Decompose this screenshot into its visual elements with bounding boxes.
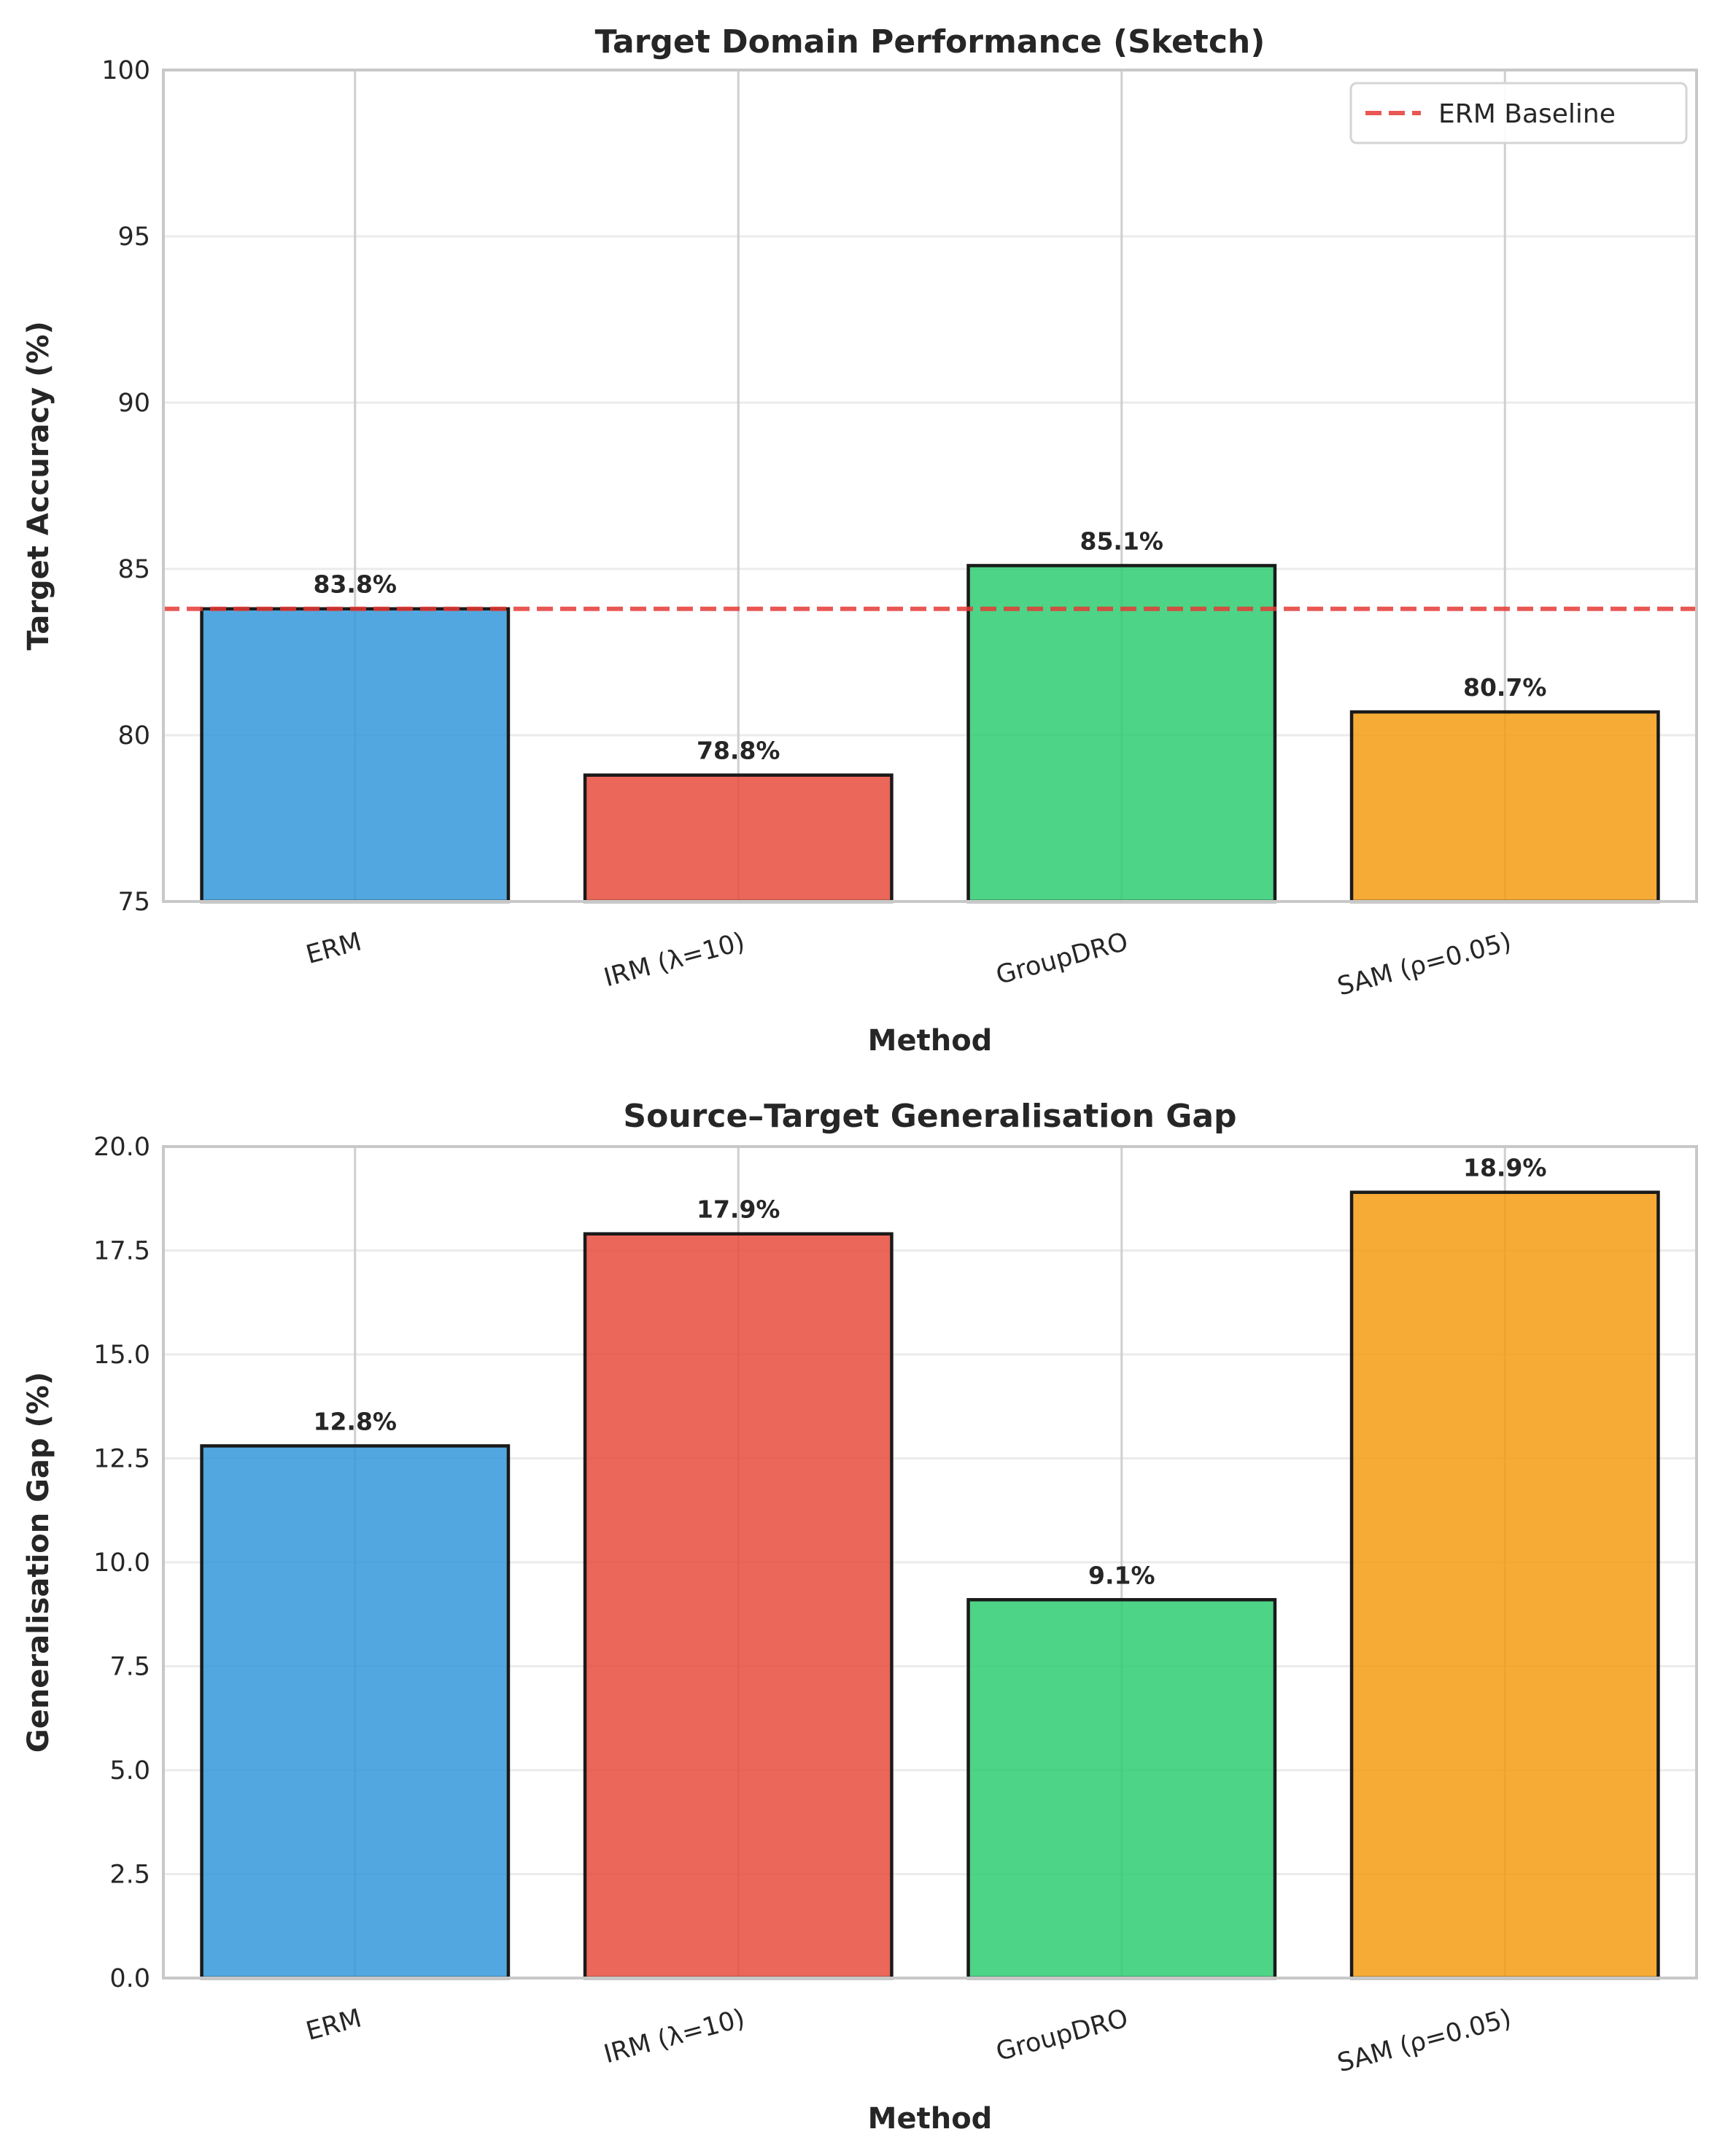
bar-irm-10 (583, 773, 894, 904)
y-tick-label: 17.5 (93, 1237, 150, 1266)
x-axis-label: Method (868, 1024, 993, 1058)
bar-sam-0-05 (1349, 710, 1660, 904)
x-tick-label: GroupDRO (993, 927, 1131, 990)
x-tick-label: SAM (ρ=0.05) (1334, 2004, 1514, 2078)
x-tick-label: ERM (303, 2004, 364, 2046)
bar-value-label: 80.7% (1463, 673, 1547, 702)
chart-title: Target Domain Performance (Sketch) (595, 23, 1266, 61)
bar-sam-0-05 (1349, 1190, 1660, 1980)
chart-1: 83.8% 78.8% 85.1% 80.7% 75 80 85 90 95 100 ERM IRM … (22, 23, 1698, 1058)
plot-frame (162, 69, 1698, 903)
bar-erm (200, 1444, 511, 1980)
bar-groupdro (966, 1598, 1277, 1980)
y-tick-label: 100 (101, 56, 150, 85)
bar-groupdro (966, 564, 1277, 904)
bar-erm (200, 607, 511, 904)
bar-value-label: 18.9% (1463, 1154, 1547, 1182)
y-tick-label: 95 (117, 222, 150, 252)
y-tick-label: 7.5 (109, 1653, 150, 1682)
y-tick-label: 2.5 (109, 1861, 150, 1890)
bar-irm-10 (583, 1232, 894, 1980)
y-tick-label: 15.0 (93, 1341, 150, 1370)
bar-value-label: 17.9% (697, 1195, 780, 1224)
bar-value-label: 9.1% (1088, 1561, 1155, 1589)
chart-title: Source–Target Generalisation Gap (623, 1098, 1236, 1135)
x-tick-label: IRM (λ=10) (601, 2004, 748, 2069)
y-axis-label: Generalisation Gap (%) (22, 1372, 55, 1753)
bar-value-label: 85.1% (1080, 527, 1164, 555)
y-tick-label: 20.0 (93, 1133, 150, 1162)
y-tick-label: 80 (117, 721, 150, 751)
y-axis-label: Target Accuracy (%) (22, 321, 55, 651)
plot-frame (162, 1145, 1698, 1979)
y-tick-label: 5.0 (109, 1756, 150, 1785)
y-tick-label: 0.0 (109, 1964, 150, 1993)
x-tick-label: ERM (303, 927, 364, 969)
legend-box (1349, 82, 1688, 144)
y-tick-label: 90 (117, 389, 150, 418)
bar-value-label: 12.8% (314, 1407, 398, 1435)
y-tick-label: 75 (117, 888, 150, 917)
x-tick-label: IRM (λ=10) (601, 927, 748, 993)
x-axis-label: Method (868, 2102, 993, 2136)
y-tick-label: 85 (117, 555, 150, 584)
bar-value-label: 78.8% (697, 737, 780, 765)
chart-2: 12.8% 17.9% 9.1% 18.9% 0.0 2.5 5.0 7.5 10.0 12.5 1… (22, 1098, 1698, 2136)
bar-value-label: 83.8% (314, 570, 398, 599)
x-tick-label: GroupDRO (993, 2004, 1131, 2067)
y-tick-label: 10.0 (93, 1548, 150, 1578)
y-tick-label: 12.5 (93, 1445, 150, 1474)
legend-label: ERM Baseline (1438, 99, 1616, 129)
x-tick-label: SAM (ρ=0.05) (1334, 927, 1514, 1001)
legend: ERM Baseline (1349, 82, 1688, 144)
